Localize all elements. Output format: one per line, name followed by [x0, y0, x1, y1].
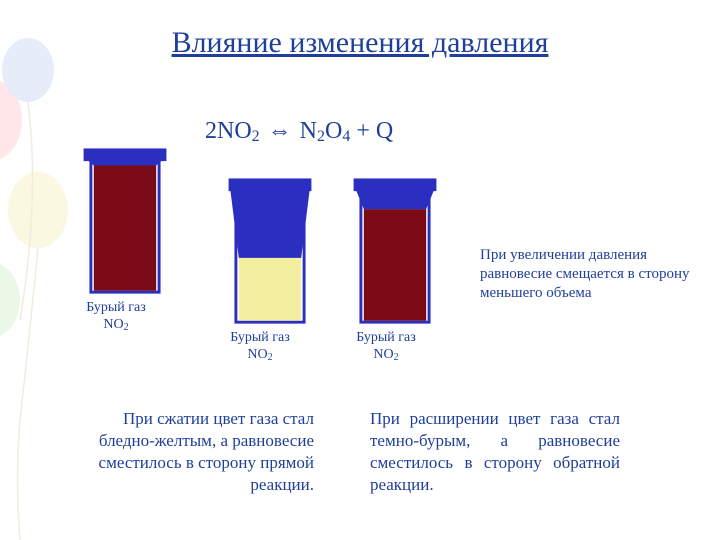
eq-tail: + Q — [350, 118, 393, 144]
eq-rhs-sub1: 2 — [317, 128, 325, 145]
label-left: Бурый газ NO2 — [68, 300, 164, 334]
label-right: Бурый газ NO2 — [338, 330, 434, 364]
label-sub: 2 — [268, 352, 273, 363]
page-title: Влияние изменения давления — [0, 26, 720, 60]
cylinder-left — [80, 146, 170, 298]
label-line1: Бурый газ — [356, 330, 416, 345]
label-sub: 2 — [124, 322, 129, 333]
paragraph-expansion: При расширении цвет газа стал темно-буры… — [370, 408, 620, 496]
eq-rhs2: O — [325, 118, 342, 144]
label-line1: Бурый газ — [230, 330, 290, 345]
equilibrium-arrow-icon — [266, 118, 294, 145]
cylinder-middle — [225, 176, 315, 328]
label-middle: Бурый газ NO2 — [212, 330, 308, 364]
balloon-green — [0, 262, 20, 338]
eq-rhs: N — [300, 118, 317, 144]
eq-lhs: NO — [217, 118, 252, 144]
paragraph-compression: При сжатии цвет газа стал бледно-желтым,… — [84, 408, 314, 496]
eq-lhs-sub: 2 — [252, 128, 260, 145]
decor-balloons — [0, 0, 80, 540]
label-formula: NO — [373, 347, 393, 362]
label-formula: NO — [247, 347, 267, 362]
eq-lhs-coeff: 2 — [205, 118, 217, 144]
reaction-equation: 2NO2 N2O4 + Q — [205, 118, 393, 146]
label-formula: NO — [103, 317, 123, 332]
cylinder-right — [350, 176, 440, 328]
label-line1: Бурый газ — [86, 300, 146, 315]
balloon-yellow — [8, 172, 68, 248]
label-sub: 2 — [394, 352, 399, 363]
side-note: При увеличении давления равновесие смеща… — [480, 246, 700, 302]
